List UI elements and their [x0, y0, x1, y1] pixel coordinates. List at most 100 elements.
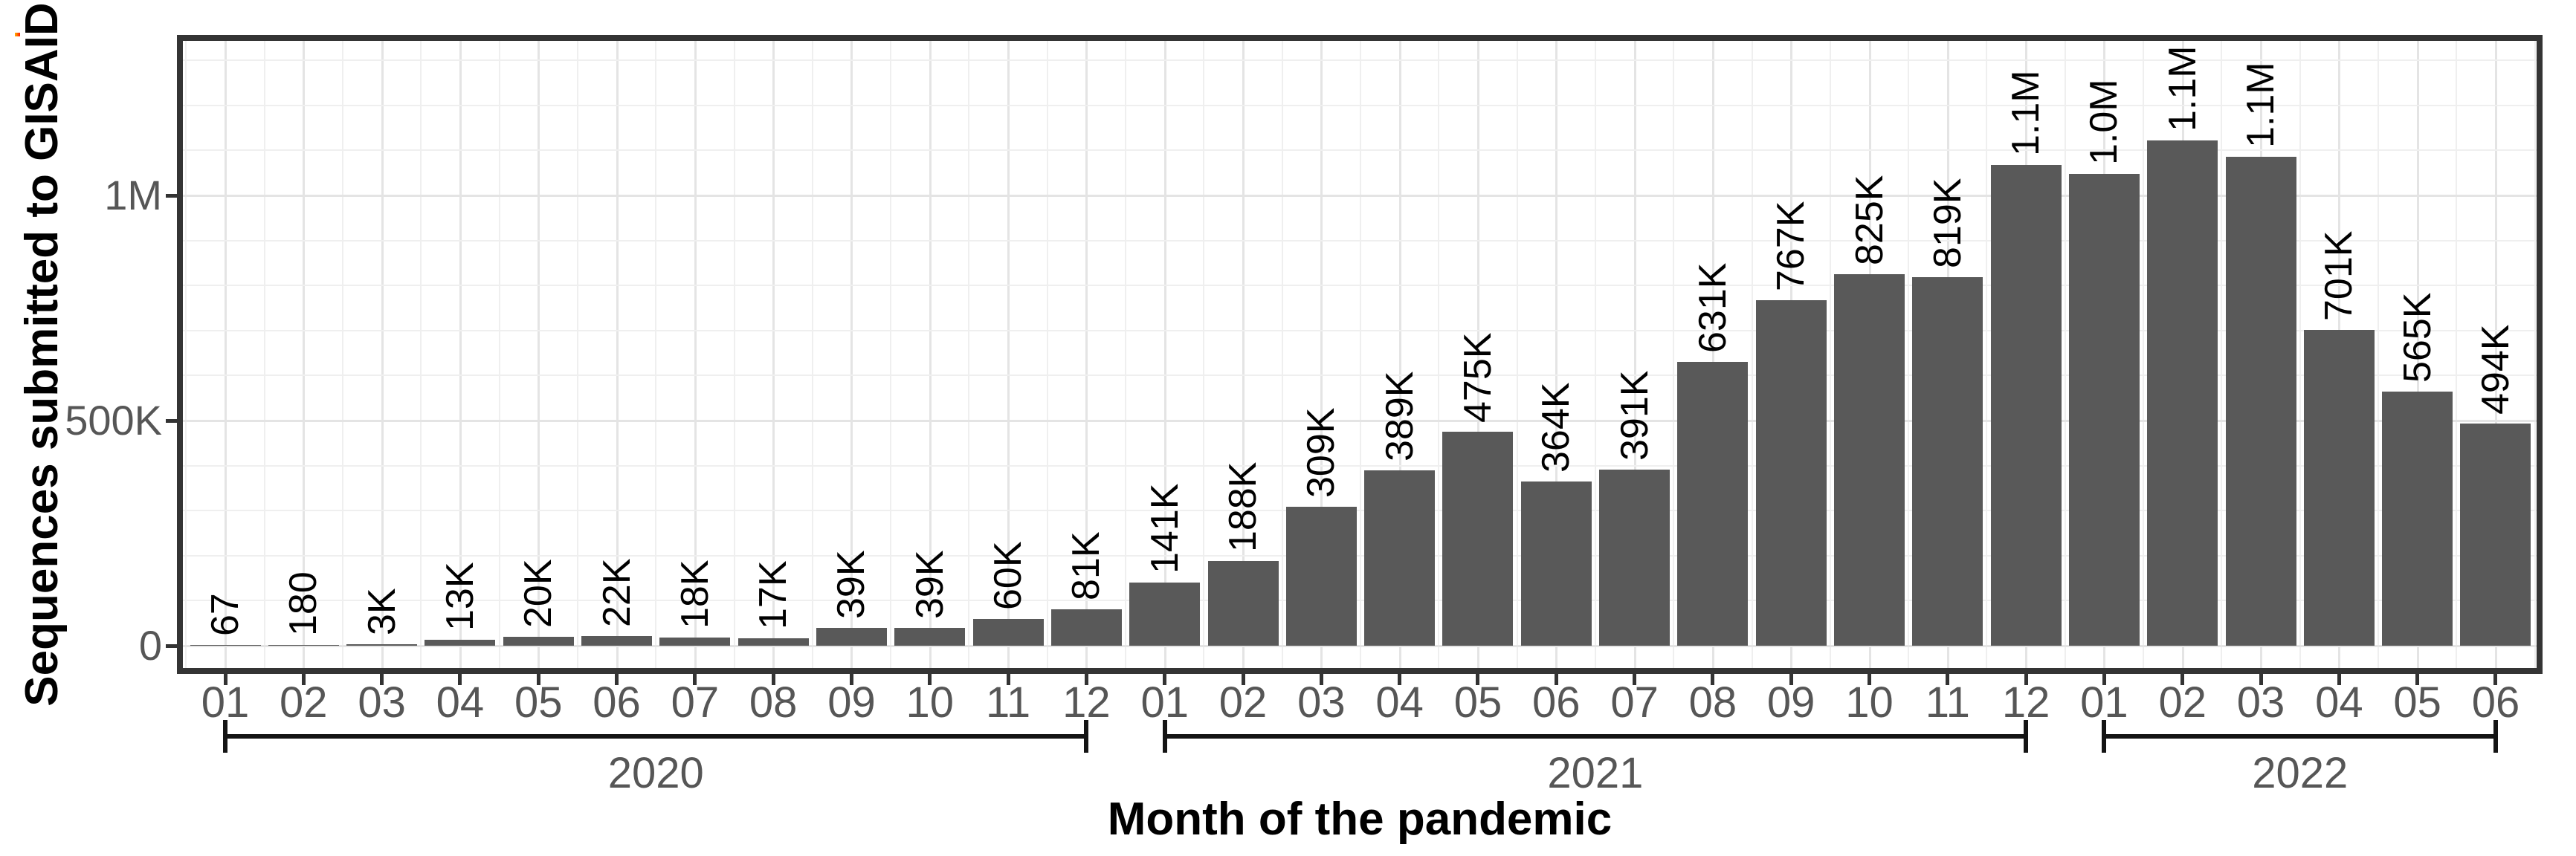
x-tick-label-2020-11: 11: [985, 678, 1031, 727]
bar-2020-11: [972, 618, 1044, 646]
year-bracket-end: [223, 720, 227, 753]
x-tick: [1476, 674, 1480, 685]
panel-border: [177, 35, 2543, 674]
bar-2022-06: [2460, 423, 2531, 646]
x-tick: [2180, 674, 2185, 685]
x-tick-label-2020-05: 05: [514, 678, 563, 727]
x-tick-label-2021-03: 03: [1297, 678, 1346, 727]
x-tick-label-2022-04: 04: [2315, 678, 2363, 727]
bar-2021-07: [1599, 470, 1670, 646]
x-tick-label-2022-02: 02: [2158, 678, 2207, 727]
x-tick-label-2021-06: 06: [1532, 678, 1581, 727]
x-tick-label-2021-04: 04: [1375, 678, 1424, 727]
gridline-vertical: [1829, 41, 1831, 668]
gridline-vertical: [341, 41, 343, 668]
x-tick-label-2022-06: 06: [2471, 678, 2520, 727]
bar-2020-03: [346, 644, 418, 646]
gridline-vertical: [1711, 41, 1714, 668]
x-tick: [380, 674, 384, 685]
gridline-vertical: [1281, 41, 1283, 668]
year-label-2022: 2022: [2252, 749, 2349, 797]
x-tick: [1868, 674, 1871, 685]
gridline-vertical: [1516, 41, 1518, 668]
gridline-horizontal: [183, 510, 2537, 512]
x-tick: [1711, 674, 1715, 685]
bar-2021-02: [1207, 561, 1279, 646]
y-tick: [166, 418, 177, 423]
gridline-vertical: [1673, 41, 1675, 668]
x-tick-label-2021-10: 10: [1845, 678, 1894, 727]
gridline-horizontal: [183, 239, 2537, 241]
x-tick: [223, 674, 227, 685]
bar-2021-05: [1442, 432, 1514, 646]
x-tick: [2102, 674, 2106, 685]
x-tick-label-2021-11: 11: [1925, 678, 1970, 727]
bar-2020-06: [581, 635, 653, 646]
x-tick: [1789, 674, 1793, 685]
year-bracket-end: [1084, 720, 1089, 753]
y-tick-label-500K: 500K: [65, 397, 162, 444]
gridline-vertical: [616, 41, 619, 668]
gridline-horizontal: [183, 420, 2537, 422]
x-tick-label-2022-01: 01: [2080, 678, 2128, 727]
x-tick: [928, 674, 932, 685]
gridline-vertical: [2143, 41, 2145, 668]
gridline-vertical: [1320, 41, 1323, 668]
bar-2021-03: [1285, 506, 1357, 646]
x-axis-title: Month of the pandemic: [1107, 794, 1613, 845]
gridline-vertical: [263, 41, 265, 668]
x-tick-label-2021-02: 02: [1218, 678, 1268, 727]
gridline-vertical: [2221, 41, 2223, 668]
y-tick: [166, 193, 177, 198]
bar-2020-10: [894, 628, 966, 646]
x-tick-label-2020-08: 08: [749, 678, 798, 727]
x-tick-label-2020-04: 04: [436, 678, 485, 727]
x-tick: [536, 674, 540, 685]
x-tick: [771, 674, 775, 685]
bar-2020-12: [1050, 609, 1122, 646]
gridline-vertical: [1398, 41, 1401, 668]
year-bracket-end: [2102, 720, 2107, 753]
bar-2021-01: [1129, 582, 1201, 646]
gridline-horizontal: [183, 554, 2537, 557]
gridline-vertical: [1594, 41, 1596, 668]
gridline-horizontal: [183, 59, 2537, 62]
x-tick-label-2021-12: 12: [2001, 678, 2050, 727]
x-tick: [1633, 674, 1637, 685]
gridline-horizontal: [183, 104, 2537, 106]
gridline-vertical: [1476, 41, 1479, 668]
x-tick: [2415, 674, 2420, 685]
gridline-vertical: [1908, 41, 1910, 668]
gridline-horizontal: [183, 149, 2537, 152]
x-tick-label-2020-06: 06: [593, 678, 641, 727]
gridline-horizontal: [183, 645, 2537, 647]
gridline-vertical: [2456, 41, 2458, 668]
y-tick-label-1M: 1M: [104, 172, 162, 218]
x-tick-label-2020-12: 12: [1062, 678, 1111, 727]
gridline-vertical: [1242, 41, 1245, 668]
x-tick: [693, 674, 697, 685]
gridline-vertical: [538, 41, 540, 668]
gridline-vertical: [1007, 41, 1010, 668]
gridline-vertical: [185, 41, 187, 668]
gridline-vertical: [1633, 41, 1636, 668]
gridline-vertical: [303, 41, 306, 668]
y-tick: [166, 643, 177, 648]
year-label-2020: 2020: [607, 749, 704, 797]
gridline-horizontal: [183, 374, 2537, 377]
gridline-horizontal: [183, 464, 2537, 467]
gridline-horizontal: [183, 600, 2537, 602]
gridline-vertical: [2416, 41, 2419, 668]
bar-2022-03: [2225, 156, 2296, 646]
x-tick-label-2020-07: 07: [671, 678, 720, 727]
x-tick-label-2020-01: 01: [201, 678, 250, 727]
x-tick: [458, 674, 462, 685]
year-bracket-end: [1162, 720, 1167, 753]
bar-2020-08: [737, 638, 809, 646]
x-tick-label-2020-02: 02: [280, 678, 328, 727]
bar-2022-01: [2068, 173, 2140, 646]
x-tick-label-2021-01: 01: [1140, 678, 1189, 727]
x-tick-label-2021-09: 09: [1766, 678, 1815, 727]
x-tick: [2337, 674, 2341, 685]
